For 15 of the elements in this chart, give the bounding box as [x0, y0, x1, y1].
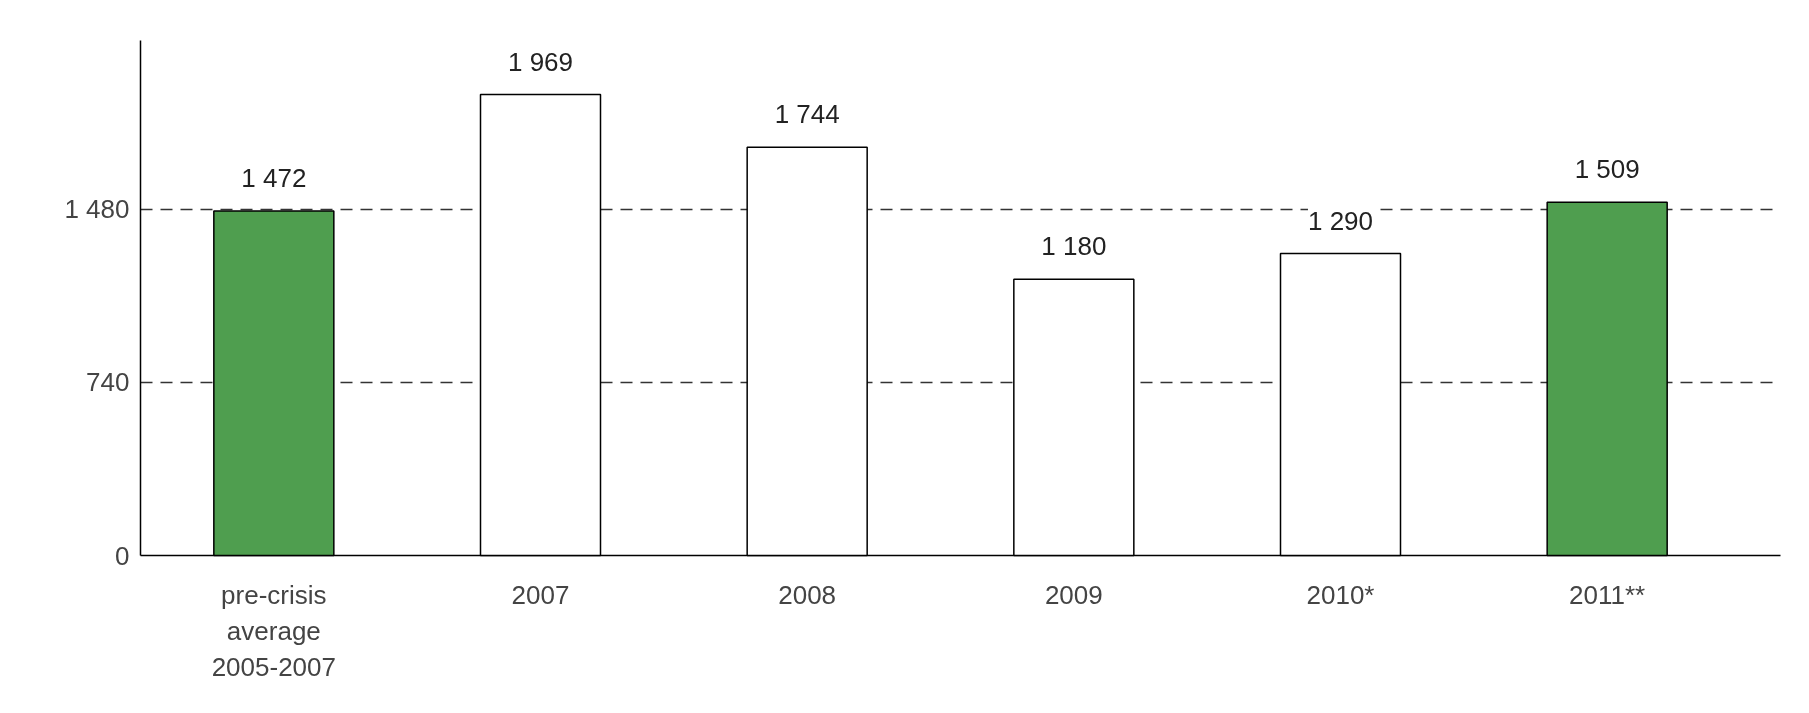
data-label: 1 472 [241, 162, 307, 193]
data-label: 1 180 [1041, 231, 1107, 262]
x-tick-label: 2011** [1569, 579, 1646, 610]
x-tick-label: 2010* [1306, 579, 1375, 610]
data-label: 1 509 [1574, 154, 1640, 185]
x-tick-label: 2008 [778, 579, 837, 610]
y-tick-label: 0 [115, 540, 130, 571]
data-label: 1 290 [1307, 205, 1374, 236]
y-tick-label: 1 480 [64, 194, 130, 225]
data-label: 1 744 [774, 99, 840, 130]
x-tick-label: 2007 [511, 579, 570, 610]
x-tick-label: 2009 [1044, 579, 1103, 610]
y-tick-label: 740 [86, 367, 130, 398]
data-label: 1 969 [507, 46, 574, 77]
x-tick-label: pre-crisis average 2005-2007 [211, 579, 337, 682]
